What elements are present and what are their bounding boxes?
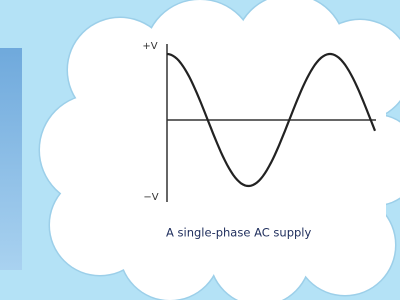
caption: A single-phase AC supply xyxy=(166,226,311,240)
side-strip xyxy=(0,48,22,270)
bottom-label: −V xyxy=(143,192,158,203)
scene: +V −V A single-phase AC supply xyxy=(0,0,400,300)
graph-panel xyxy=(150,34,386,250)
page: {"diagram": {"axis_labels": {"top": "+V"… xyxy=(0,0,400,300)
top-label: +V xyxy=(142,41,157,52)
